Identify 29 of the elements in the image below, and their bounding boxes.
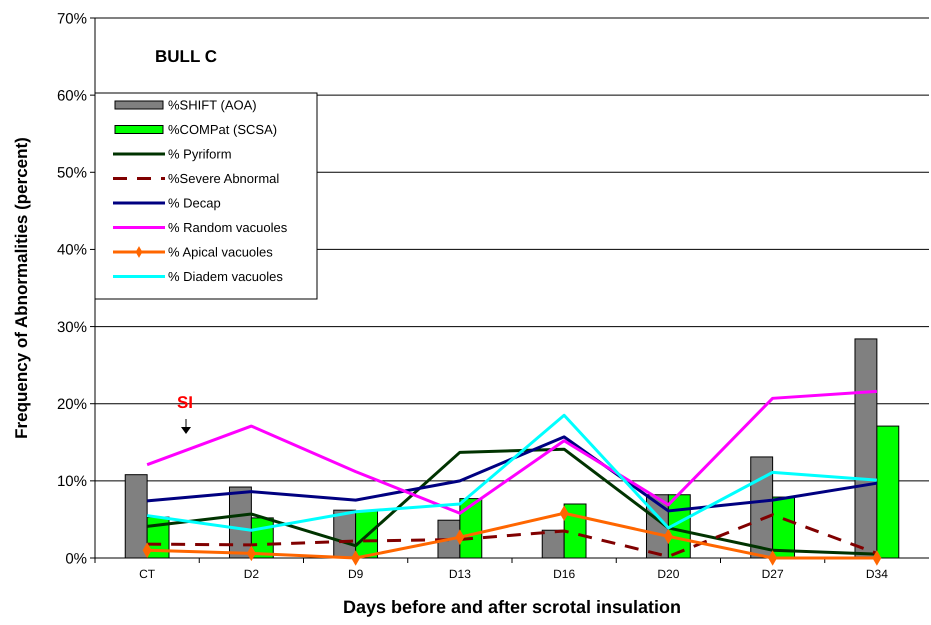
x-tick-label: D20 [657, 567, 680, 581]
legend-label: % Diadem vacuoles [168, 269, 284, 284]
y-tick-label: 30% [56, 318, 87, 336]
y-axis-title: Frequency of Abnormalities (percent) [12, 137, 31, 439]
line-series [146, 390, 878, 515]
x-axis-title: Days before and after scrotal insulation [342, 597, 682, 617]
line-series [146, 414, 878, 532]
x-tick-label: CT [139, 567, 156, 581]
x-tick-label: D34 [866, 567, 888, 581]
y-tick-label: 10% [56, 473, 87, 490]
x-tick-label: D27 [762, 567, 784, 581]
x-tick-label: D13 [448, 567, 472, 581]
y-tick-label: 40% [56, 242, 87, 259]
legend-label: % Apical vacuoles [168, 244, 274, 260]
y-tick-label: 20% [56, 396, 87, 413]
legend-label: %COMPat (SCSA) [168, 122, 278, 138]
legend-label: % Decap [168, 196, 221, 211]
y-tick-label: 50% [56, 164, 87, 182]
legend-label: %Severe Abnormal [168, 171, 280, 186]
legend-label: %SHIFT (AOA) [168, 98, 257, 113]
legend-label: % Random vacuoles [168, 220, 288, 236]
y-tick-label: 70% [56, 10, 87, 28]
y-tick-label: 0% [65, 550, 87, 568]
legend-label: % Pyriform [168, 146, 232, 162]
x-tick-label: D16 [553, 567, 576, 581]
x-tick-label: D9 [348, 567, 364, 581]
text: BULL C [155, 47, 218, 66]
x-tick-label: D2 [244, 567, 260, 581]
y-tick-label: 60% [56, 87, 87, 104]
